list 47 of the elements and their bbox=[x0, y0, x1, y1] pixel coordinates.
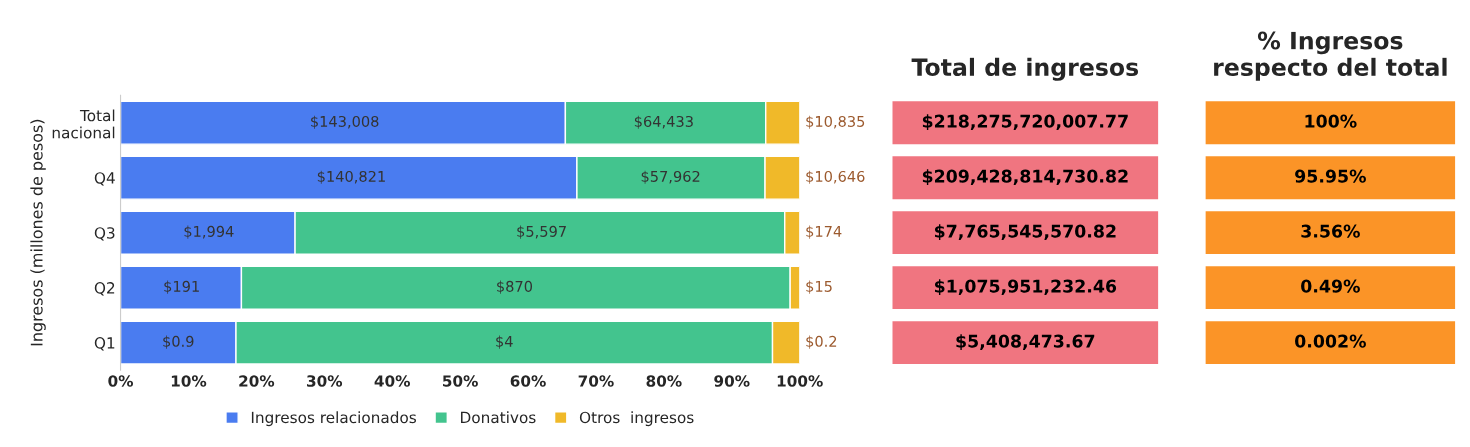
x-tick-label: 90% bbox=[714, 375, 750, 387]
text: Total de ingresos bbox=[911, 57, 1139, 81]
text: $7,765,545,570.82 bbox=[934, 224, 1116, 241]
text: $218,275,720,007.77 bbox=[922, 114, 1128, 131]
text: 0.49% bbox=[1301, 279, 1360, 293]
text: $209,428,814,730.82 bbox=[922, 169, 1128, 186]
annotation: $1,994 bbox=[184, 225, 234, 239]
legend-label: Otros ingresos bbox=[579, 411, 694, 427]
x-tick-label: 50% bbox=[443, 375, 478, 387]
y-axis-title: Ingresos (millones de pesos) bbox=[30, 119, 46, 346]
x-tick-label: 80% bbox=[646, 375, 682, 387]
x-tick-label: 0% bbox=[108, 375, 134, 387]
x-tick-label: 40% bbox=[374, 375, 410, 387]
annotation: $870 bbox=[497, 280, 533, 294]
y-tick-label: Q3 bbox=[94, 227, 115, 241]
text: $5,408,473.67 bbox=[956, 334, 1095, 350]
annotation: $57,962 bbox=[641, 170, 700, 184]
annotation: $10,646 bbox=[806, 170, 865, 184]
x-tick-label: 20% bbox=[239, 375, 275, 387]
y-tick-label: Total nacional bbox=[52, 109, 115, 139]
y-tick-label: Q1 bbox=[94, 337, 115, 351]
annotation: $15 bbox=[806, 280, 832, 294]
x-tick-label: 10% bbox=[171, 375, 207, 387]
y-tick-label: Q2 bbox=[94, 282, 115, 296]
annotation: $191 bbox=[164, 280, 199, 294]
x-tick-label: 70% bbox=[578, 375, 614, 387]
x-tick-label: 30% bbox=[307, 375, 343, 387]
annotation: $0.2 bbox=[806, 335, 837, 349]
annotation: $64,433 bbox=[634, 115, 693, 129]
x-tick-label: 60% bbox=[510, 375, 546, 387]
annotation: $140,821 bbox=[317, 170, 385, 184]
text: 95.95% bbox=[1295, 169, 1366, 183]
x-tick-label: 100% bbox=[777, 375, 823, 387]
annotation: $143,008 bbox=[311, 115, 379, 129]
text: 3.56% bbox=[1301, 224, 1360, 238]
text: % Ingresos respecto del total bbox=[1214, 31, 1447, 81]
legend-label: Ingresos relacionados bbox=[251, 411, 416, 427]
annotation: $4 bbox=[496, 335, 513, 349]
text: $1,075,951,232.46 bbox=[934, 279, 1117, 295]
annotation: $0.9 bbox=[163, 335, 194, 349]
annotation: $5,597 bbox=[517, 225, 566, 239]
legend-label: Donativos bbox=[461, 411, 536, 424]
annotation: $10,835 bbox=[806, 115, 865, 129]
text: 100% bbox=[1305, 114, 1357, 128]
text: 0.002% bbox=[1295, 334, 1366, 348]
y-tick-label: Q4 bbox=[94, 172, 115, 186]
annotation: $174 bbox=[806, 225, 842, 239]
